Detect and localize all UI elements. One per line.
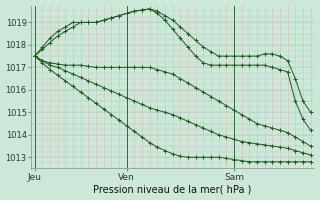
- X-axis label: Pression niveau de la mer( hPa ): Pression niveau de la mer( hPa ): [93, 184, 252, 194]
